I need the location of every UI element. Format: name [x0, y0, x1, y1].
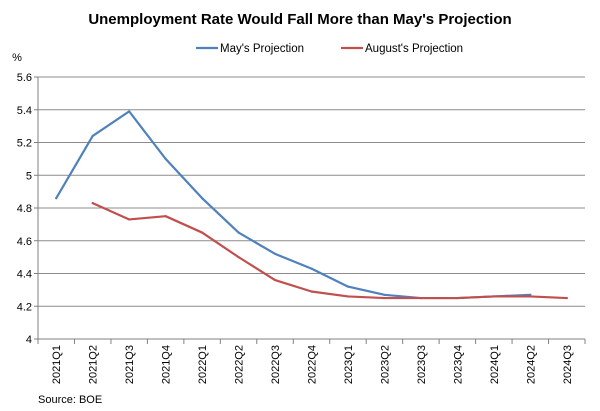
data-point: [565, 296, 568, 300]
data-point: [55, 197, 58, 200]
data-point: [91, 201, 94, 205]
x-tick-label: 2022Q4: [307, 345, 319, 384]
y-tick-label: 5: [26, 170, 32, 182]
x-tick-label: 2024Q2: [525, 345, 537, 384]
y-tick-label: 5.6: [17, 72, 32, 84]
series-line-1: [55, 110, 532, 300]
y-tick-label: 4.6: [17, 236, 32, 248]
data-point: [383, 296, 386, 300]
data-point: [529, 295, 532, 298]
data-point: [273, 252, 277, 255]
data-point: [128, 218, 131, 221]
y-tick-label: 4.8: [17, 203, 32, 215]
y-tick-label: 4.4: [17, 269, 32, 281]
chart-title: Unemployment Rate Would Fall More than M…: [88, 11, 511, 28]
axes: [34, 76, 586, 344]
data-point: [164, 215, 167, 218]
data-point: [419, 296, 422, 300]
x-tick-label: 2023Q1: [343, 345, 355, 384]
data-point: [237, 231, 240, 234]
y-tick-label: 4: [26, 334, 32, 346]
data-point: [310, 267, 313, 270]
y-tick-label: 5.4: [17, 105, 32, 117]
data-point: [201, 197, 204, 200]
y-tick-label: 4.2: [17, 301, 32, 313]
x-tick-label: 2024Q3: [562, 345, 574, 384]
x-tick-label: 2022Q1: [197, 345, 209, 384]
x-tick-label: 2023Q2: [379, 345, 391, 384]
series-line-2: [91, 201, 568, 300]
x-tick-label: 2023Q4: [452, 345, 464, 384]
x-tick-label: 2021Q1: [51, 345, 63, 384]
x-tick-label: 2022Q2: [234, 345, 246, 384]
data-point: [273, 278, 277, 282]
legend: May's Projection August's Projection: [196, 43, 463, 55]
data-point: [201, 231, 204, 234]
y-axis-unit-label: %: [12, 52, 22, 64]
x-tick-label: 2023Q3: [416, 345, 428, 384]
y-axis-tick-labels: 4 4.2 4.4 4.6 4.8 5 5.2 5.4 5.6: [17, 72, 32, 346]
data-point: [346, 295, 350, 298]
x-tick-label: 2022Q3: [270, 345, 282, 384]
x-axis-tick-labels: 2021Q1 2021Q2 2021Q3 2021Q4 2022Q1 2022Q2 2022…: [51, 345, 574, 384]
x-tick-label: 2021Q3: [124, 345, 136, 384]
data-point: [456, 296, 459, 300]
data-point: [310, 290, 313, 293]
x-tick-label: 2021Q2: [88, 345, 100, 384]
data-point: [164, 157, 167, 160]
data-point: [383, 293, 386, 296]
data-point: [91, 134, 94, 138]
source-note: Source: BOE: [38, 394, 102, 406]
data-point: [237, 256, 240, 259]
x-tick-label: 2024Q1: [489, 345, 501, 384]
x-tick-label: 2021Q4: [161, 345, 173, 384]
legend-label-1: May's Projection: [220, 43, 304, 55]
data-point: [128, 110, 131, 113]
data-point: [492, 295, 495, 298]
legend-label-2: August's Projection: [365, 43, 463, 55]
y-tick-label: 5.2: [17, 138, 32, 150]
series-lines: [55, 110, 568, 300]
data-point: [346, 285, 350, 288]
gridlines: [38, 76, 585, 307]
